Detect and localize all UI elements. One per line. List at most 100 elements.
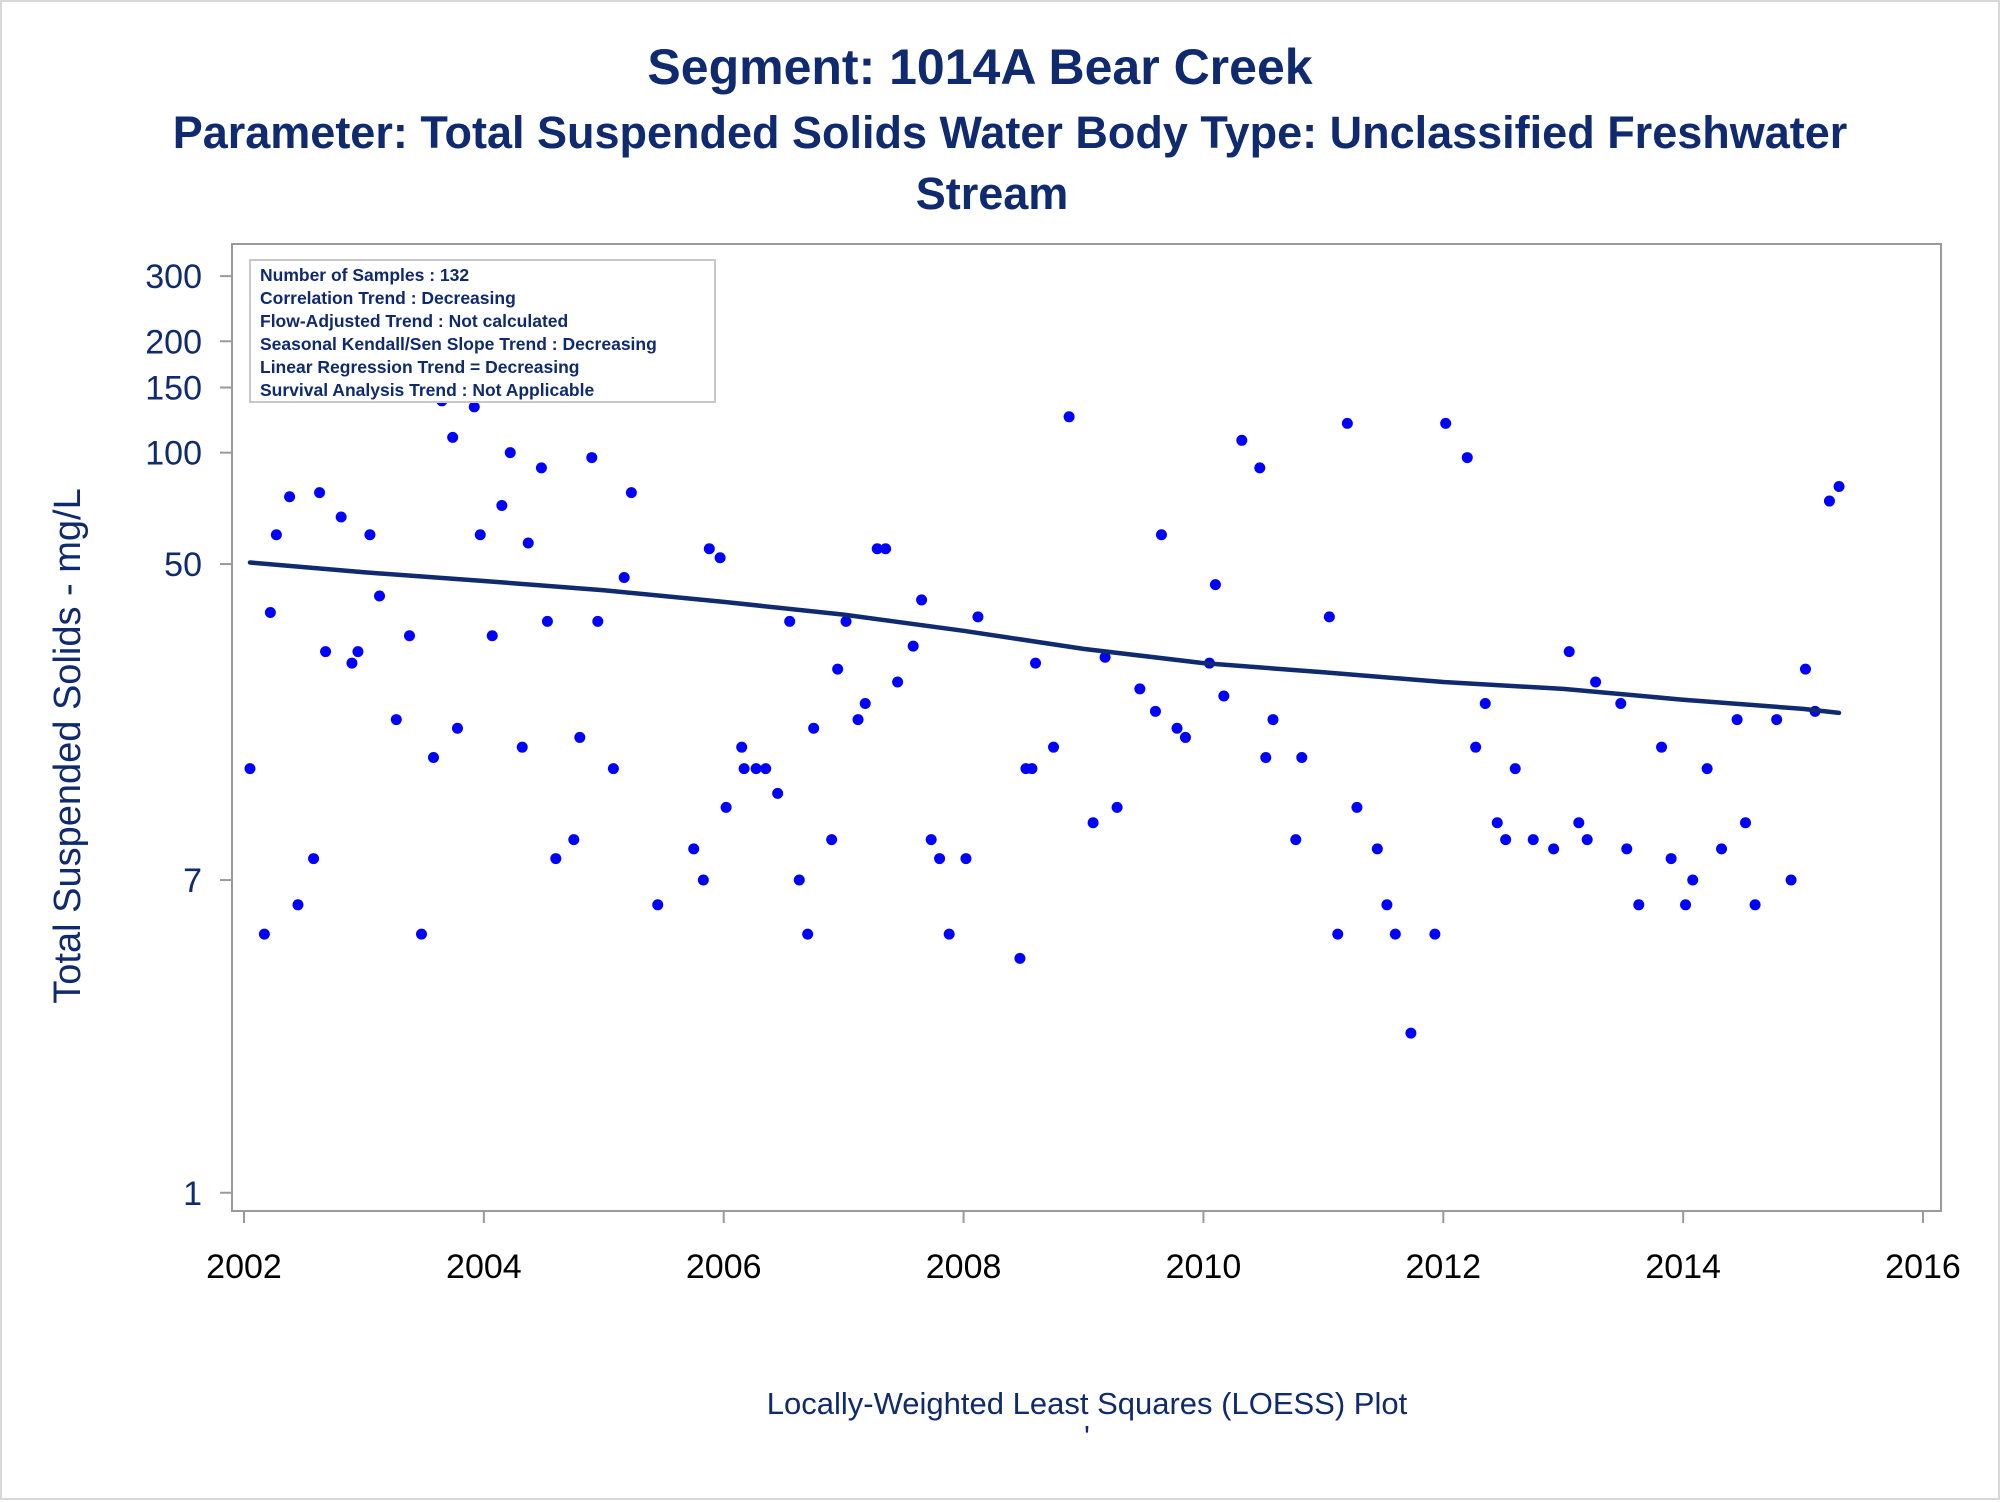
- data-point: [1332, 928, 1344, 940]
- data-point: [1833, 481, 1845, 493]
- data-point: [468, 401, 480, 413]
- x-tick-label: 2010: [1166, 1248, 1242, 1286]
- data-point: [1048, 741, 1060, 753]
- data-point: [284, 491, 296, 503]
- stats-box: Number of Samples : 132 Correlation Tren…: [249, 259, 716, 403]
- data-point: [688, 843, 700, 855]
- data-point: [1063, 411, 1075, 423]
- y-tick-label: 7: [183, 862, 202, 900]
- stats-linear-regression-trend: Linear Regression Trend = Decreasing: [260, 357, 580, 377]
- data-point: [802, 928, 814, 940]
- data-point: [1799, 663, 1811, 675]
- data-point: [618, 571, 630, 583]
- data-point: [522, 537, 534, 549]
- x-tick-label: 2016: [1885, 1248, 1961, 1286]
- data-point: [840, 615, 852, 627]
- data-point: [474, 529, 486, 541]
- data-point: [1030, 657, 1042, 669]
- data-point: [244, 763, 256, 775]
- data-point: [1590, 676, 1602, 688]
- y-tick-label: 200: [145, 323, 202, 361]
- chart-title-parameter: Parameter: Total Suspended Solids Water …: [173, 107, 1848, 158]
- data-point: [1236, 434, 1248, 446]
- data-point: [335, 511, 347, 523]
- data-point: [1680, 899, 1692, 911]
- y-tick-label: 1: [183, 1175, 202, 1213]
- data-point: [504, 447, 516, 459]
- data-point: [292, 899, 304, 911]
- data-point: [772, 787, 784, 799]
- data-point: [314, 487, 326, 499]
- data-point: [1470, 741, 1482, 753]
- stats-number-of-samples: Number of Samples : 132: [260, 265, 469, 285]
- x-tick-label: 2014: [1645, 1248, 1721, 1286]
- plot-area: [231, 243, 1942, 1212]
- data-point: [1749, 899, 1761, 911]
- data-point: [568, 834, 580, 846]
- data-point: [1134, 683, 1146, 695]
- data-point: [1296, 752, 1308, 764]
- data-point: [1155, 529, 1167, 541]
- stats-box-border: [249, 259, 716, 403]
- data-point: [1823, 495, 1835, 507]
- x-axis: 2002 2004 2006 2008 2010 2012 2014 2016: [206, 1211, 1961, 1286]
- data-point: [1563, 646, 1575, 658]
- data-point: [1389, 928, 1401, 940]
- data-point: [516, 741, 528, 753]
- data-point: [784, 615, 796, 627]
- data-point: [714, 552, 726, 564]
- data-point: [859, 697, 871, 709]
- data-point: [652, 899, 664, 911]
- data-point: [1381, 899, 1393, 911]
- data-point: [270, 529, 282, 541]
- data-point: [793, 874, 805, 886]
- data-point: [703, 543, 715, 555]
- data-point: [1026, 763, 1038, 775]
- data-point: [1701, 763, 1713, 775]
- data-point: [832, 663, 844, 675]
- x-tick-label: 2008: [926, 1248, 1002, 1286]
- data-point: [916, 594, 928, 606]
- data-point: [258, 928, 270, 940]
- data-point: [1014, 952, 1026, 964]
- y-tick-label: 150: [145, 370, 202, 408]
- chart-title-stream: Stream: [916, 168, 1069, 219]
- data-point: [1171, 722, 1183, 734]
- data-point: [1491, 817, 1503, 829]
- data-point: [1621, 843, 1633, 855]
- data-point: [738, 763, 750, 775]
- data-point: [1429, 928, 1441, 940]
- data-point: [535, 462, 547, 474]
- data-point: [1633, 899, 1645, 911]
- chart-title-segment: Segment: 1014A Bear Creek: [647, 39, 1312, 95]
- data-point: [697, 874, 709, 886]
- data-point: [808, 722, 820, 734]
- data-point: [871, 543, 883, 555]
- data-point: [1218, 690, 1230, 702]
- data-point: [925, 834, 937, 846]
- data-point: [972, 611, 984, 623]
- data-point: [720, 801, 732, 813]
- data-point: [486, 630, 498, 642]
- data-point: [1323, 611, 1335, 623]
- data-point: [592, 615, 604, 627]
- y-tick-label: 100: [145, 435, 202, 473]
- data-point: [1771, 714, 1783, 726]
- footnote-loess: Locally-Weighted Least Squares (LOESS) P…: [767, 1386, 1408, 1421]
- stats-flow-adjusted-trend: Flow-Adjusted Trend : Not calculated: [260, 311, 568, 331]
- y-axis-label: Total Suspended Solids - mg/L: [47, 488, 89, 1003]
- data-point: [1267, 714, 1279, 726]
- data-point: [625, 487, 637, 499]
- data-point: [943, 928, 955, 940]
- data-point: [374, 590, 386, 602]
- data-point: [1209, 579, 1221, 591]
- footnote-mark: ': [1084, 1419, 1090, 1454]
- data-point: [1548, 843, 1560, 855]
- data-point: [1461, 452, 1473, 464]
- data-point: [1573, 817, 1585, 829]
- data-point: [1581, 834, 1593, 846]
- data-point: [1665, 853, 1677, 865]
- data-point: [1731, 714, 1743, 726]
